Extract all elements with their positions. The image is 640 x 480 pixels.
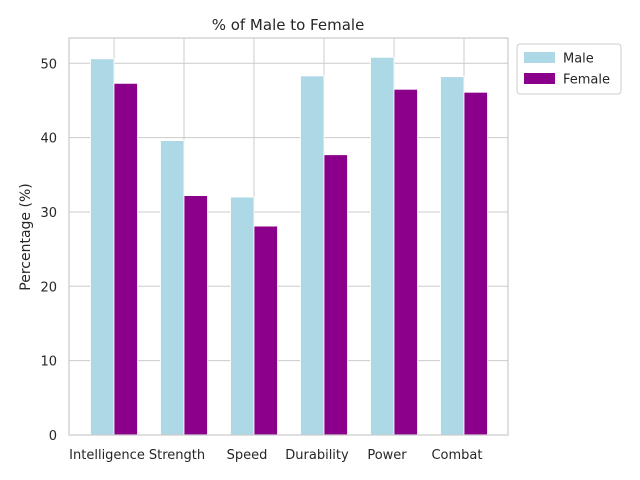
- y-tick-label: 30: [40, 206, 57, 221]
- y-tick-label: 0: [49, 429, 57, 444]
- bar-male-strength: [160, 140, 185, 436]
- y-axis-label: Percentage (%): [18, 183, 34, 290]
- bar-female-durability: [323, 154, 348, 436]
- chart-title: % of Male to Female: [212, 16, 365, 34]
- x-tick-label: Power: [367, 448, 407, 463]
- x-tick-label: Speed: [227, 448, 268, 463]
- legend: Male Female: [516, 43, 622, 95]
- bar-male-intelligence: [90, 58, 115, 436]
- bar-male-speed: [230, 196, 255, 436]
- y-tick-label: 50: [40, 57, 57, 72]
- bar-female-speed: [253, 225, 278, 436]
- bars: [90, 56, 488, 436]
- y-tick-label: 40: [40, 132, 57, 147]
- legend-swatch-female: [524, 73, 555, 84]
- y-tick-label: 20: [40, 280, 57, 295]
- bar-male-durability: [300, 75, 325, 436]
- bar-female-power: [393, 88, 418, 436]
- plot-frame: [68, 37, 509, 436]
- legend-label-male: Male: [563, 52, 594, 67]
- x-tick-label: Combat: [431, 448, 482, 463]
- bar-female-strength: [183, 195, 208, 436]
- bar-male-combat: [440, 76, 465, 436]
- tick-labels: 0 10 20 30 40 50 Intelligence Strength Speed Dura…: [40, 57, 482, 463]
- bar-female-intelligence: [113, 82, 138, 436]
- legend-label-female: Female: [563, 73, 610, 88]
- x-tick-label: Strength: [149, 448, 205, 463]
- bar-male-power: [370, 56, 395, 436]
- bar-female-combat: [463, 91, 488, 436]
- x-tick-label: Intelligence: [69, 448, 145, 463]
- legend-swatch-male: [524, 52, 555, 63]
- y-tick-label: 10: [40, 355, 57, 370]
- x-tick-label: Durability: [285, 448, 349, 463]
